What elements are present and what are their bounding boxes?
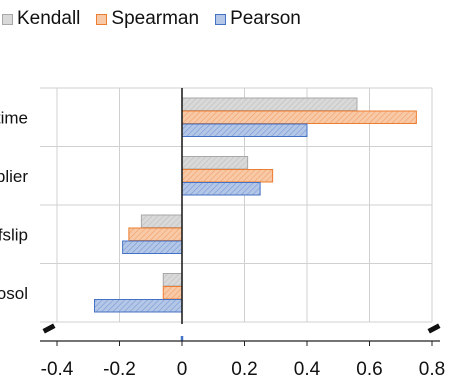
x-tick-label-2: 0 (177, 359, 188, 380)
legend-label-pearson: Pearson (230, 8, 301, 29)
legend: Kendall Spearman Pearson (0, 6, 317, 32)
x-tick-label-3: 0.2 (231, 359, 257, 380)
category-label-2: _fslip (0, 225, 28, 244)
bar-kendall-1 (181, 156, 249, 170)
bar-spearman-2 (128, 227, 183, 241)
bar-pearson-0 (181, 123, 308, 137)
legend-item-pearson: Pearson (215, 8, 301, 30)
bar-spearman-0 (181, 110, 417, 124)
bar-spearman-3 (162, 286, 183, 300)
x-tick-label-4: 0.4 (294, 359, 321, 380)
category-label-3: rosol (0, 284, 28, 303)
category-label-0: _time (0, 108, 28, 127)
bar-kendall-2 (140, 214, 183, 228)
legend-swatch-spearman (96, 13, 108, 25)
bar-pearson-1 (181, 182, 261, 196)
bar-kendall-3 (162, 273, 183, 287)
legend-label-spearman: Spearman (111, 8, 200, 29)
x-tick-label-5: 0.6 (356, 359, 382, 380)
legend-item-kendall: Kendall (2, 8, 80, 30)
x-tick-label-0: -0.4 (41, 359, 74, 380)
x-tick-label-1: -0.2 (103, 359, 136, 380)
bar-kendall-0 (181, 97, 358, 111)
bar-pearson-2 (122, 240, 183, 254)
legend-swatch-pearson (215, 13, 227, 25)
bar-spearman-1 (181, 169, 274, 183)
axis-break-right (427, 323, 441, 334)
x-tick-label-6: 0.8 (419, 359, 445, 380)
legend-swatch-kendall (2, 13, 13, 25)
legend-item-spearman: Spearman (96, 8, 199, 30)
category-label-1: plier (0, 167, 28, 186)
bar-pearson-3 (94, 299, 183, 313)
axis-break-left (42, 323, 56, 334)
legend-label-kendall: Kendall (17, 8, 81, 29)
